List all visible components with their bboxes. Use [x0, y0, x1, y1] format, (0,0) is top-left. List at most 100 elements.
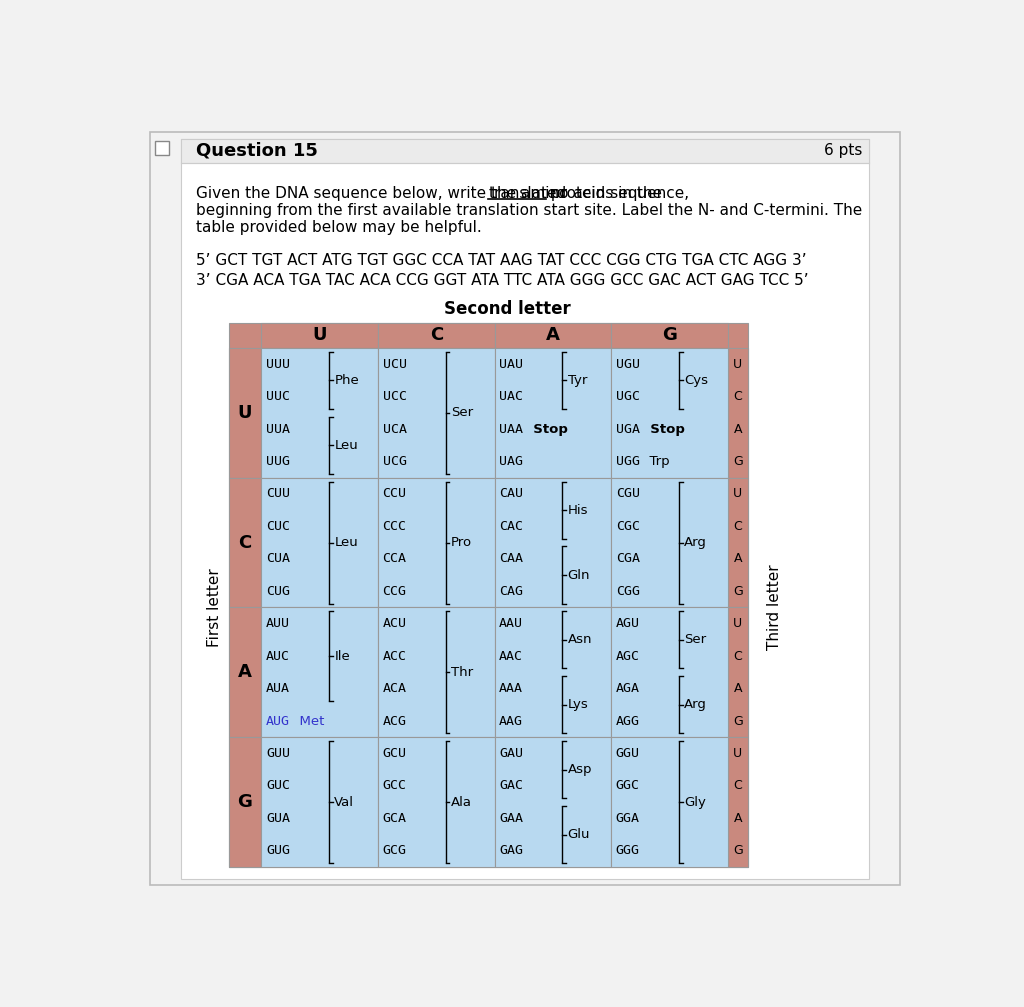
- Bar: [228, 607, 261, 737]
- Text: GGA: GGA: [615, 812, 640, 825]
- Text: GAA: GAA: [500, 812, 523, 825]
- Bar: [728, 477, 748, 607]
- Text: G: G: [733, 585, 742, 598]
- Text: Ser: Ser: [684, 633, 707, 646]
- Text: A: A: [239, 664, 252, 682]
- Bar: [228, 737, 261, 867]
- Bar: [180, 139, 869, 879]
- Text: AAU: AAU: [500, 617, 523, 630]
- Text: UAA: UAA: [500, 423, 523, 436]
- Text: UAU: UAU: [500, 357, 523, 371]
- Text: Ala: Ala: [451, 796, 472, 809]
- Bar: [495, 322, 611, 348]
- Text: A: A: [733, 552, 742, 565]
- Text: CCG: CCG: [383, 585, 407, 598]
- Text: Glu: Glu: [567, 828, 590, 841]
- Bar: [228, 477, 261, 607]
- Text: UGU: UGU: [615, 357, 640, 371]
- Text: UGA: UGA: [615, 423, 640, 436]
- Text: GUG: GUG: [266, 844, 290, 857]
- Text: UAC: UAC: [500, 390, 523, 403]
- Text: A: A: [733, 423, 742, 436]
- Text: UCG: UCG: [383, 455, 407, 468]
- Text: UCC: UCC: [383, 390, 407, 403]
- Bar: [228, 322, 748, 867]
- Text: 5’ GCT TGT ACT ATG TGT GGC CCA TAT AAG TAT CCC CGG CTG TGA CTC AGG 3’: 5’ GCT TGT ACT ATG TGT GGC CCA TAT AAG T…: [197, 254, 807, 269]
- Text: AUA: AUA: [266, 682, 290, 695]
- Text: UUU: UUU: [266, 357, 290, 371]
- Text: Cys: Cys: [684, 374, 709, 387]
- Text: ACG: ACG: [383, 715, 407, 727]
- Text: Tyr: Tyr: [567, 374, 587, 387]
- Text: GCC: GCC: [383, 779, 407, 793]
- Bar: [495, 607, 611, 737]
- Bar: [378, 607, 495, 737]
- Text: A: A: [733, 812, 742, 825]
- Text: CCA: CCA: [383, 552, 407, 565]
- Bar: [611, 737, 728, 867]
- Bar: [155, 141, 169, 155]
- Text: G: G: [238, 794, 253, 811]
- Text: C: C: [733, 520, 742, 533]
- Text: GAU: GAU: [500, 747, 523, 760]
- Text: translated: translated: [488, 186, 566, 201]
- Text: CAA: CAA: [500, 552, 523, 565]
- Bar: [495, 737, 611, 867]
- Text: UUC: UUC: [266, 390, 290, 403]
- Text: Leu: Leu: [335, 536, 358, 549]
- Text: CAG: CAG: [500, 585, 523, 598]
- Bar: [611, 348, 728, 477]
- Text: ACU: ACU: [383, 617, 407, 630]
- Text: GCG: GCG: [383, 844, 407, 857]
- Text: Thr: Thr: [451, 666, 473, 679]
- Text: ACA: ACA: [383, 682, 407, 695]
- Text: table provided below may be helpful.: table provided below may be helpful.: [197, 221, 482, 236]
- Text: GUA: GUA: [266, 812, 290, 825]
- Text: ACC: ACC: [383, 650, 407, 663]
- Text: protein sequence,: protein sequence,: [546, 186, 689, 201]
- Text: Given the DNA sequence below, write the amino acids in the: Given the DNA sequence below, write the …: [197, 186, 667, 201]
- Text: UUG: UUG: [266, 455, 290, 468]
- Text: Gln: Gln: [567, 569, 590, 582]
- Text: C: C: [239, 534, 252, 552]
- Text: Pro: Pro: [451, 536, 472, 549]
- Bar: [180, 139, 869, 163]
- Bar: [261, 348, 378, 477]
- Text: AUU: AUU: [266, 617, 290, 630]
- Bar: [611, 322, 728, 348]
- Text: Val: Val: [335, 796, 354, 809]
- Text: G: G: [663, 326, 677, 344]
- Text: AAA: AAA: [500, 682, 523, 695]
- Text: AGU: AGU: [615, 617, 640, 630]
- Text: GAG: GAG: [500, 844, 523, 857]
- Text: AAC: AAC: [500, 650, 523, 663]
- Bar: [611, 477, 728, 607]
- Text: CCU: CCU: [383, 487, 407, 500]
- Text: AUG: AUG: [266, 715, 290, 727]
- Bar: [228, 348, 261, 477]
- Bar: [378, 477, 495, 607]
- Text: Ile: Ile: [335, 650, 350, 663]
- Text: AGA: AGA: [615, 682, 640, 695]
- Text: U: U: [238, 404, 252, 422]
- Text: Asn: Asn: [567, 633, 592, 646]
- Text: UGG: UGG: [615, 455, 640, 468]
- Bar: [261, 607, 378, 737]
- Text: beginning from the first available translation start site. Label the N- and C-te: beginning from the first available trans…: [197, 203, 862, 219]
- Text: GUC: GUC: [266, 779, 290, 793]
- Text: GAC: GAC: [500, 779, 523, 793]
- Text: UUA: UUA: [266, 423, 290, 436]
- Text: GGG: GGG: [615, 844, 640, 857]
- Text: 6 pts: 6 pts: [824, 143, 862, 158]
- Text: AGC: AGC: [615, 650, 640, 663]
- Text: Asp: Asp: [567, 763, 592, 776]
- Text: CGU: CGU: [615, 487, 640, 500]
- Text: U: U: [733, 357, 742, 371]
- Text: UCA: UCA: [383, 423, 407, 436]
- Text: Stop: Stop: [524, 423, 568, 436]
- Text: CUC: CUC: [266, 520, 290, 533]
- Text: G: G: [733, 715, 742, 727]
- Text: U: U: [733, 747, 742, 760]
- Text: Third letter: Third letter: [767, 565, 782, 651]
- Text: CCC: CCC: [383, 520, 407, 533]
